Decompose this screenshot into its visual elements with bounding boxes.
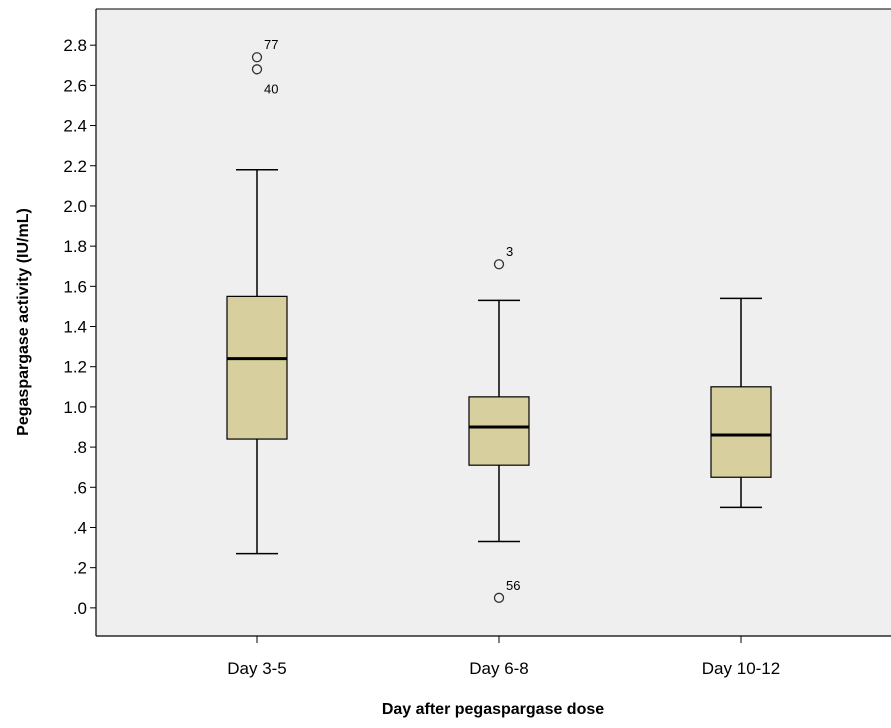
outlier-point	[493, 259, 505, 270]
y-tick-label: .2	[73, 559, 87, 578]
y-tick-label: 1.4	[63, 318, 87, 337]
outlier-point	[493, 592, 505, 603]
x-axis-title: Day after pegaspargase dose	[382, 701, 604, 718]
outlier-label: 40	[264, 81, 278, 96]
iqr-box	[710, 386, 772, 478]
x-tick-label: Day 3-5	[227, 659, 287, 678]
boxes-layer: 77 40 3 56	[226, 37, 772, 603]
y-tick-label: 2.6	[63, 76, 87, 95]
iqr-box	[226, 295, 288, 440]
y-axis-title: Pegaspargase activity (IU/mL)	[15, 208, 32, 436]
y-ticks-layer: .0 .2 .4 .6 .8 1.0 1.2 1.4 1.6 1.8 2.0 2.2 2.4 2.6 2.8	[63, 36, 96, 618]
y-tick-label: 1.6	[63, 277, 87, 296]
y-tick-label: 1.8	[63, 237, 87, 256]
box-group: 77 40	[226, 37, 288, 555]
y-tick-label: .0	[73, 599, 87, 618]
y-tick-label: 2.8	[63, 36, 87, 55]
iqr-box	[468, 396, 530, 466]
outlier-label: 3	[506, 244, 513, 259]
outlier-point	[251, 64, 263, 75]
y-tick-label: .4	[73, 518, 87, 537]
y-tick-label: 1.0	[63, 398, 87, 417]
x-tick-label: Day 6-8	[469, 659, 529, 678]
outlier-label: 77	[264, 37, 278, 52]
x-tick-label: Day 10-12	[702, 659, 780, 678]
box-group: 3 56	[468, 244, 530, 603]
y-tick-label: 2.0	[63, 197, 87, 216]
y-tick-label: 2.2	[63, 157, 87, 176]
y-tick-label: .6	[73, 478, 87, 497]
x-ticks-layer: Day 3-5 Day 6-8 Day 10-12	[227, 636, 780, 678]
y-tick-label: .8	[73, 438, 87, 457]
y-tick-label: 1.2	[63, 358, 87, 377]
box-group	[710, 297, 772, 509]
outlier-point	[251, 52, 263, 63]
y-tick-label: 2.4	[63, 117, 87, 136]
outlier-label: 56	[506, 578, 520, 593]
